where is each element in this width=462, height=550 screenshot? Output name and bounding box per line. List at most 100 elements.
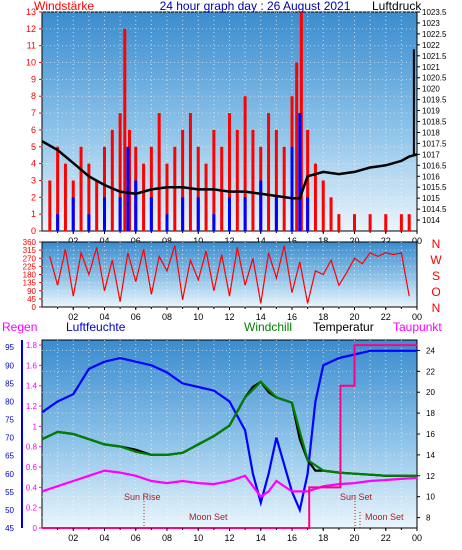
wind-bar bbox=[267, 113, 271, 231]
humidity-tick-label: 80 bbox=[5, 397, 14, 406]
wind-grid bbox=[42, 11, 417, 231]
x-tick-label: 04 bbox=[99, 312, 109, 322]
wind-bar bbox=[87, 163, 91, 231]
wind-y-tick-label: 9 bbox=[31, 74, 36, 84]
rain-axis: 1.8 1.6 1.4 1.2 1 0.8 0.6 0.4 0.2 0 bbox=[26, 341, 42, 533]
pressure-tick-label: 1018.5 bbox=[422, 118, 447, 127]
wind-bar bbox=[173, 146, 177, 231]
x-tick-label: 20 bbox=[349, 312, 359, 322]
rain-tick-label: 0.8 bbox=[26, 443, 38, 452]
humidity-tick-label: 70 bbox=[5, 434, 14, 443]
rain-tick-label: 1.4 bbox=[26, 382, 38, 391]
gust-bar bbox=[56, 214, 60, 231]
wind-bar bbox=[212, 129, 216, 231]
x-tick-label: 10 bbox=[193, 533, 203, 543]
wind-bar bbox=[123, 28, 127, 231]
pressure-tick-label: 1014.5 bbox=[422, 205, 447, 214]
x-tick-label: 04 bbox=[99, 533, 109, 543]
wind-chart-title: 24 hour graph day : 26 August 2021 bbox=[160, 0, 351, 13]
x-tick-label: 12 bbox=[224, 312, 234, 322]
x-tick-label: 12 bbox=[224, 533, 234, 543]
temperature-tick-label: 14 bbox=[426, 451, 435, 460]
gust-bar bbox=[259, 180, 263, 231]
pressure-tick-label: 1017.5 bbox=[422, 139, 447, 148]
x-tick-label: 00 bbox=[412, 312, 422, 322]
rain-tick-label: 1.2 bbox=[26, 402, 38, 411]
direction-tick-label: 270 bbox=[23, 254, 37, 263]
moon-set-label-1: Moon Set bbox=[189, 512, 228, 522]
compass-label: S bbox=[432, 269, 440, 283]
direction-path bbox=[49, 245, 410, 304]
direction-tick-label: 45 bbox=[27, 295, 36, 304]
direction-line bbox=[49, 245, 410, 304]
compass-label: O bbox=[431, 285, 440, 299]
wind-bar bbox=[368, 214, 372, 231]
windchill-label: Windchill bbox=[244, 320, 292, 334]
wind-bar bbox=[337, 214, 341, 231]
x-tick-label: 18 bbox=[318, 312, 328, 322]
x-tick-label: 00 bbox=[412, 236, 422, 246]
wind-y-tick-label: 6 bbox=[31, 125, 36, 135]
pressure-right-axis: 1023.5 1023 1022.5 1022 1021.5 1021 1020.5 1020… bbox=[417, 8, 447, 225]
thermo-grid bbox=[42, 340, 417, 528]
direction-tick-label: 360 bbox=[23, 238, 37, 247]
x-tick-label: 08 bbox=[162, 312, 172, 322]
wind-bar bbox=[63, 163, 67, 231]
gust-bar bbox=[228, 197, 231, 231]
humidity-tick-label: 75 bbox=[5, 416, 14, 425]
wind-bar bbox=[299, 12, 303, 231]
windchill-line bbox=[41, 380, 417, 477]
humidity-tick-label: 55 bbox=[5, 488, 14, 497]
temperature-tick-label: 8 bbox=[426, 514, 431, 523]
wind-bar bbox=[306, 129, 310, 231]
regen-label: Regen bbox=[2, 320, 37, 334]
x-tick-label: 10 bbox=[193, 236, 203, 246]
pressure-tick-label: 1015 bbox=[422, 194, 440, 203]
wind-bar bbox=[157, 113, 161, 231]
pressure-tick-label: 1014 bbox=[422, 216, 440, 225]
thermo-x-axis: 02 04 06 08 10 12 14 16 18 20 22 00 bbox=[57, 528, 422, 543]
pressure-tick-label: 1022 bbox=[422, 41, 440, 50]
wind-bar bbox=[321, 180, 325, 231]
wind-y-tick-label: 1 bbox=[31, 209, 36, 219]
wind-bar bbox=[243, 96, 247, 231]
compass-label: N bbox=[432, 301, 441, 315]
direction-x-axis: 02 04 06 08 10 12 14 16 18 20 22 00 bbox=[57, 307, 422, 322]
x-tick-label: 02 bbox=[68, 236, 78, 246]
temperature-tick-label: 20 bbox=[426, 388, 435, 397]
wind-bar bbox=[142, 163, 146, 231]
x-tick-label: 08 bbox=[162, 533, 172, 543]
gust-bar bbox=[165, 214, 169, 231]
wind-y-tick-label: 4 bbox=[31, 159, 36, 169]
wind-bar bbox=[295, 62, 299, 232]
pressure-tick-label: 1023 bbox=[422, 19, 440, 28]
gust-bar bbox=[306, 197, 310, 231]
gust-bar bbox=[149, 197, 153, 231]
x-tick-label: 08 bbox=[162, 236, 172, 246]
temperature-tick-label: 16 bbox=[426, 430, 435, 439]
humidity-tick-label: 60 bbox=[5, 470, 14, 479]
humidity-tick-label: 90 bbox=[5, 361, 14, 370]
wind-bar bbox=[103, 146, 106, 231]
pressure-tick-label: 1022.5 bbox=[422, 30, 447, 39]
direction-tick-label: 0 bbox=[32, 303, 37, 312]
wind-y-tick-label: 8 bbox=[31, 91, 36, 101]
wind-bar bbox=[110, 129, 114, 231]
gust-bar bbox=[87, 214, 91, 231]
wind-x-axis: 02 04 06 08 10 12 14 16 18 20 22 00 bbox=[57, 231, 422, 246]
temperature-tick-label: 18 bbox=[426, 409, 435, 418]
wind-bar bbox=[228, 113, 231, 231]
x-tick-label: 16 bbox=[287, 312, 297, 322]
gust-bar bbox=[196, 197, 200, 231]
rain-tick-label: 0.6 bbox=[26, 463, 38, 472]
rain-line bbox=[42, 344, 417, 529]
x-tick-label: 20 bbox=[349, 236, 359, 246]
x-tick-label: 16 bbox=[287, 236, 297, 246]
pressure-path bbox=[41, 140, 418, 200]
pressure-tick-label: 1021 bbox=[422, 63, 440, 72]
gust-bar bbox=[212, 214, 216, 231]
windstaerke-label: Windstärke bbox=[34, 0, 94, 13]
